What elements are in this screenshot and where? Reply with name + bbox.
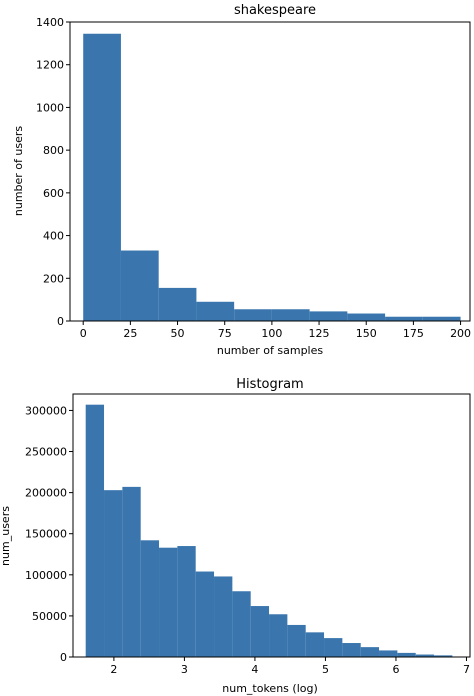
bar	[140, 540, 160, 657]
y-tick-label: 1200	[36, 59, 64, 72]
x-tick-label: 3	[181, 663, 188, 676]
chart-2-x-ticks: 2 3 4 5 6 7	[110, 657, 470, 676]
y-tick-label: 100000	[25, 569, 67, 582]
x-tick-label: 200	[450, 327, 471, 340]
x-tick-label: 175	[403, 327, 424, 340]
chart-1-x-ticks: 0 25 50 75 100 125 150 175 200	[80, 321, 471, 340]
bar	[83, 33, 121, 321]
y-tick-label: 200	[43, 272, 64, 285]
bar	[347, 313, 386, 321]
x-tick-label: 25	[123, 327, 137, 340]
y-tick-label: 800	[43, 144, 64, 157]
y-tick-label: 600	[43, 187, 64, 200]
bar	[196, 301, 235, 321]
chart-1-y-label: number of users	[12, 126, 25, 217]
y-tick-label: 0	[60, 651, 67, 664]
bar	[158, 287, 197, 321]
chart-2-frame	[72, 393, 471, 658]
bar	[415, 654, 435, 657]
bar	[250, 606, 270, 657]
bar	[271, 309, 310, 321]
bar	[177, 546, 196, 657]
x-tick-label: 0	[80, 327, 87, 340]
bar	[232, 591, 251, 657]
bar	[234, 309, 272, 321]
x-tick-label: 4	[251, 663, 258, 676]
x-tick-label: 125	[309, 327, 330, 340]
bar	[159, 547, 178, 657]
bar	[397, 652, 416, 657]
bar	[120, 250, 159, 321]
bar	[195, 571, 215, 657]
bar	[269, 614, 288, 657]
chart-2-x-label: num_tokens (log)	[222, 682, 318, 695]
chart-2-y-ticks: 0 50000 100000 150000 200000 250000 300000	[25, 404, 73, 664]
x-tick-label: 2	[110, 663, 117, 676]
bar	[214, 576, 233, 657]
chart-1-frame	[69, 21, 471, 322]
bar	[385, 316, 423, 321]
chart-1-x-label: number of samples	[217, 344, 324, 357]
bar	[360, 647, 380, 657]
x-tick-label: 150	[356, 327, 377, 340]
x-tick-label: 100	[261, 327, 282, 340]
bar	[342, 643, 361, 657]
y-tick-label: 400	[43, 230, 64, 243]
y-tick-label: 50000	[32, 610, 67, 623]
chart-shakespeare: shakespeare 0 25 50 75 100 125 150 175 200 0 200 4…	[12, 3, 471, 357]
bar	[122, 486, 141, 657]
x-tick-label: 50	[171, 327, 185, 340]
y-tick-label: 250000	[25, 446, 67, 459]
bar	[434, 655, 453, 657]
x-tick-label: 7	[463, 663, 470, 676]
x-tick-label: 5	[322, 663, 329, 676]
y-tick-label: 200000	[25, 487, 67, 500]
y-tick-label: 0	[57, 315, 64, 328]
bar	[104, 490, 123, 657]
bar	[309, 311, 348, 321]
bar	[305, 632, 325, 657]
y-tick-label: 300000	[25, 404, 67, 417]
bar	[287, 624, 306, 657]
bar	[422, 316, 461, 321]
chart-2-bars	[85, 404, 453, 657]
chart-1-title: shakespeare	[234, 3, 316, 18]
bar	[85, 404, 105, 657]
x-tick-label: 6	[392, 663, 399, 676]
chart-histogram: Histogram 2 3 4 5 6 7 0 50000 100000 150000 20000…	[0, 377, 471, 695]
chart-1-y-ticks: 0 200 400 600 800 1000 1200 1400	[36, 16, 70, 328]
y-tick-label: 150000	[25, 528, 67, 541]
chart-2-title: Histogram	[236, 377, 303, 392]
y-tick-label: 1400	[36, 16, 64, 29]
bar	[379, 650, 398, 657]
chart-2-y-label: num_users	[0, 506, 12, 566]
bar	[324, 638, 343, 657]
chart-1-bars	[83, 33, 461, 321]
x-tick-label: 75	[218, 327, 232, 340]
y-tick-label: 1000	[36, 101, 64, 114]
